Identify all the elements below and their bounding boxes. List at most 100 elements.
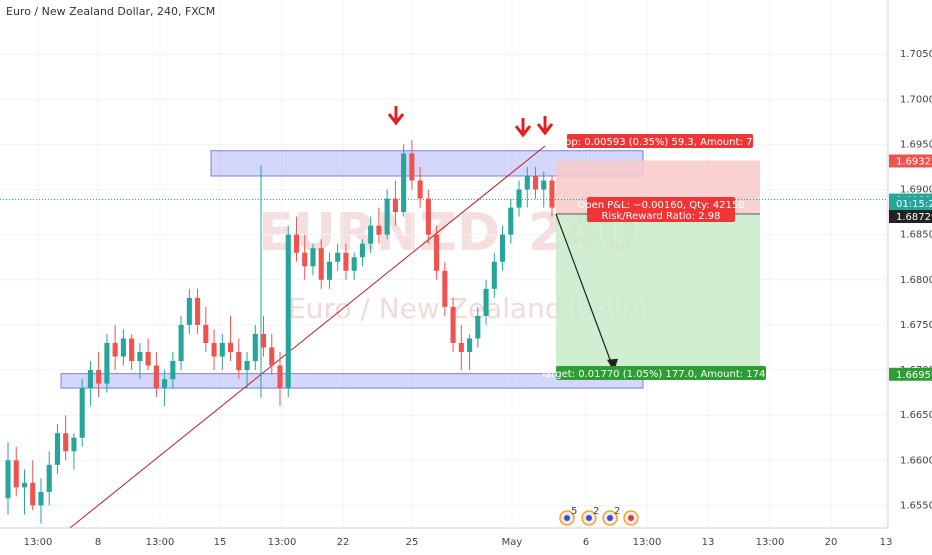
candles-layer: [5, 139, 555, 524]
candle-body: [359, 243, 365, 258]
candle-body: [54, 433, 61, 465]
y-tick-label: 1.67500: [900, 320, 932, 331]
candle-body: [425, 198, 431, 235]
event-icons[interactable]: 5 2 2: [559, 506, 639, 526]
price-axis[interactable]: 1.70500 1.70000 1.69500 1.69000 1.68500 1.680…: [887, 0, 932, 550]
projection-arrow-line: [555, 213, 614, 368]
y-tick-label: 1.68500: [900, 230, 932, 241]
event-icon-count: 5: [571, 506, 577, 517]
x-tick-label: 8: [95, 537, 101, 548]
candle-body: [417, 180, 423, 199]
candle-body: [467, 338, 473, 352]
candle-body: [46, 464, 52, 492]
y-tick-label: 1.70000: [900, 94, 932, 105]
candle-body: [499, 234, 506, 262]
candle-body: [129, 338, 135, 362]
target-area[interactable]: [556, 213, 760, 374]
candle-body: [21, 482, 28, 488]
x-tick-label: 6: [583, 537, 589, 548]
candle-body: [277, 365, 283, 389]
x-tick-label: 13:00: [268, 537, 297, 548]
pnl-label-text: Open P&L: −0.00160, Qty: 42158: [577, 200, 744, 211]
candle-body: [153, 365, 159, 389]
price-axis-label: 01:15:23: [889, 197, 932, 210]
candle-body: [326, 261, 333, 280]
candle-body: [269, 347, 275, 366]
x-tick-label: 13:00: [756, 537, 785, 548]
pnl-label: Open P&L: −0.00160, Qty: 42158Risk/Rewar…: [577, 197, 745, 222]
candle-body: [368, 225, 374, 244]
candle-body: [442, 270, 448, 307]
x-tick-label: 13:00: [146, 537, 175, 548]
candle-body: [120, 338, 126, 357]
candle-body: [351, 257, 357, 271]
stop-label: Stop: 0.00593 (0.35%) 59.3, Amount: 750: [555, 134, 765, 148]
candle-body: [508, 207, 514, 235]
support-zone[interactable]: [60, 373, 644, 389]
candle-body: [516, 189, 522, 208]
candle-body: [195, 297, 201, 325]
candle-body: [79, 388, 85, 438]
y-tick-label: 1.69500: [900, 139, 932, 150]
candle-body: [145, 352, 151, 366]
candle-body: [244, 361, 250, 371]
candle-body: [401, 153, 407, 213]
price-axis-label: 1.69322: [889, 154, 932, 168]
position-labels: Stop: 0.00593 (0.35%) 59.3, Amount: 750 O…: [540, 134, 782, 380]
chart-title: Euro / New Zealand Dollar, 240, FXCM: [6, 5, 215, 18]
candle-body: [30, 482, 36, 506]
x-tick-label: 20: [825, 537, 838, 548]
y-tick-label: 1.66000: [900, 455, 932, 466]
x-tick-label: 13:00: [24, 537, 53, 548]
time-axis[interactable]: 13:00 8 13:00 15 13:00 22 25 May 6 13:00 13 13:00 20…: [0, 527, 892, 548]
candle-body: [178, 324, 184, 362]
event-icon[interactable]: 5: [559, 506, 577, 526]
candle-body: [112, 342, 118, 357]
event-icon-count: 2: [593, 506, 599, 517]
candle-body: [96, 370, 102, 384]
trend-line-layer[interactable]: [69, 145, 546, 529]
price-axis-label: 1.68729: [889, 210, 932, 223]
candle-body: [376, 225, 382, 235]
pnl-label-text: Risk/Reward Ratio: 2.98: [601, 211, 720, 222]
x-tick-label: May: [502, 537, 523, 548]
candle-body: [384, 198, 390, 235]
trend-line[interactable]: [69, 145, 546, 529]
candle-body: [5, 460, 11, 499]
candle-body: [541, 180, 547, 190]
candle-body: [335, 252, 341, 262]
event-icon[interactable]: 2: [602, 506, 620, 526]
target-label-text: Target: 0.01770 (1.05%) 177.0, Amount: 1…: [540, 369, 782, 380]
candle-body: [302, 252, 308, 267]
candle-body: [186, 297, 192, 325]
candle-body: [162, 379, 168, 389]
y-tick-label: 1.68000: [900, 275, 932, 286]
candle-body: [252, 333, 258, 362]
candle-body: [38, 491, 44, 506]
y-tick-label: 1.70500: [900, 49, 932, 60]
candle-body: [285, 234, 291, 389]
x-tick-label: 22: [337, 537, 350, 548]
candle-body: [219, 342, 225, 357]
candle-body: [211, 342, 217, 357]
down-arrow-icon: [536, 116, 554, 136]
candle-body: [450, 306, 456, 343]
x-tick-label: 15: [214, 537, 227, 548]
candle-body: [475, 315, 481, 339]
candle-body: [87, 370, 93, 389]
price-axis-label-text: 01:15:23: [896, 199, 932, 210]
event-icon[interactable]: [623, 510, 639, 526]
candle-body: [293, 234, 300, 253]
position-tool[interactable]: [0, 160, 888, 374]
price-axis-bg: [888, 0, 932, 550]
stop-label-text: Stop: 0.00593 (0.35%) 59.3, Amount: 750: [555, 137, 765, 148]
event-icon[interactable]: 2: [581, 506, 599, 526]
candle-body: [13, 460, 19, 488]
candle-body: [203, 324, 209, 343]
target-label: Target: 0.01770 (1.05%) 177.0, Amount: 1…: [540, 366, 782, 380]
candle-body: [260, 333, 267, 348]
candle-body: [227, 342, 234, 352]
x-tick-label: 13:00: [633, 537, 662, 548]
